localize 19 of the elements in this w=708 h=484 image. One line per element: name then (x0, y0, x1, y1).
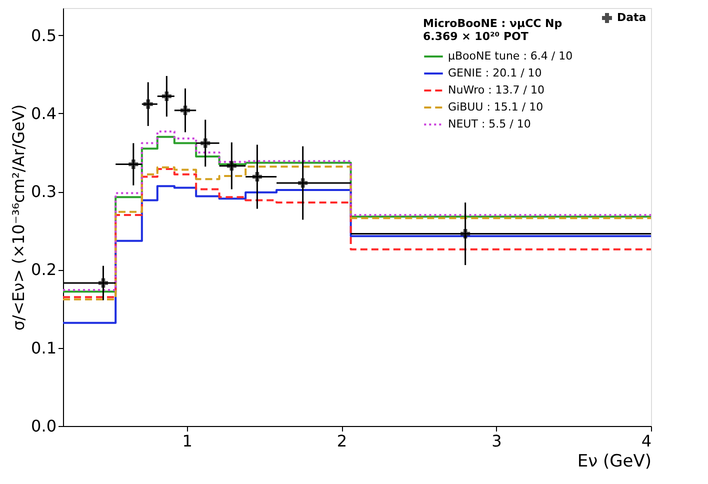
legend-label: NEUT : 5.5 / 10 (448, 118, 531, 130)
y-tick-label: 0.5 (31, 26, 56, 45)
legend-label: Data (617, 11, 646, 24)
legend-label: NuWro : 13.7 / 10 (448, 84, 544, 96)
y-tick-label: 0.2 (31, 260, 56, 280)
y-tick-label: 0.3 (31, 182, 56, 202)
y-tick-label: 0.4 (31, 104, 56, 123)
x-tick-label: 2 (336, 432, 348, 450)
x-tick-label: 4 (641, 432, 652, 450)
legend-label: µBooNE tune : 6.4 / 10 (448, 50, 573, 62)
legend-title: MicroBooNE : νμCC Np 6.369 × 10²⁰ POT (423, 17, 562, 43)
y-tick-label: 0.0 (31, 416, 56, 436)
y-tick-label: 0.1 (31, 338, 56, 358)
x-tick-label: 1 (182, 432, 192, 450)
legend-label: GENIE : 20.1 / 10 (448, 66, 542, 80)
x-tick-label: 3 (492, 432, 502, 450)
y-axis-title: σ/<Eν> (×10⁻³⁶cm²/Ar/GeV) (9, 104, 28, 331)
x-axis-title: Eν (GeV) (577, 452, 652, 472)
legend-label: GiBUU : 15.1 / 10 (448, 100, 544, 114)
